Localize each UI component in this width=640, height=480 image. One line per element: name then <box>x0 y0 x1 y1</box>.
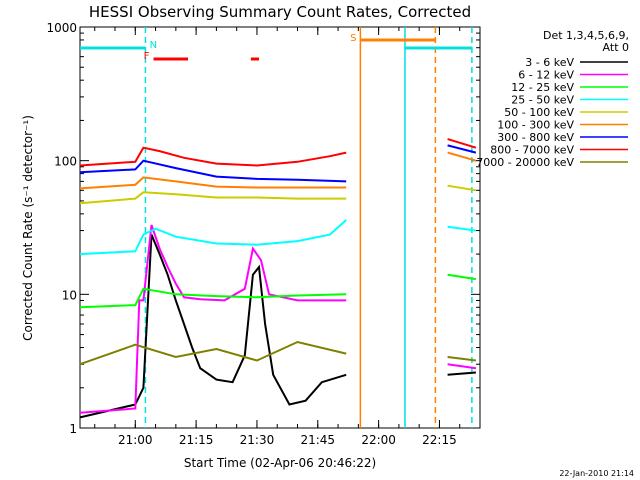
legend-title: Det 1,3,4,5,6,9, <box>543 29 629 42</box>
series-line <box>447 138 477 149</box>
series-line <box>79 191 347 205</box>
legend-entry-label: 800 - 7000 keV <box>490 144 574 157</box>
x-tick-label: 21:45 <box>300 433 335 447</box>
series-line <box>79 219 347 256</box>
legend-entry-label: 3 - 6 keV <box>525 56 574 69</box>
series-line <box>447 363 477 370</box>
series-line <box>447 144 477 154</box>
y-tick-label: 1 <box>69 422 77 436</box>
flag-label: S <box>350 33 356 44</box>
series-line <box>79 159 347 183</box>
plot-border <box>79 26 481 429</box>
x-tick-label: 21:30 <box>240 433 275 447</box>
legend-entry-label: 100 - 300 keV <box>497 119 574 132</box>
legend-entry-label: 7000 - 20000 keV <box>476 156 574 169</box>
legend-subtitle: Att 0 <box>603 41 629 54</box>
x-tick-label: 21:00 <box>118 433 153 447</box>
axis-ticks: 21:00 21:15 21:30 21:45 22:00 22:15 1 10 100 1000 <box>46 21 481 447</box>
series-line <box>447 273 477 281</box>
series-line <box>79 176 347 190</box>
y-tick-label: 10 <box>62 288 77 302</box>
y-tick-label: 1000 <box>46 21 77 35</box>
series-line <box>447 151 477 162</box>
series-line <box>79 146 347 167</box>
series-line <box>447 356 477 362</box>
legend-entry-label: 25 - 50 keV <box>511 94 574 107</box>
y-tick-label: 100 <box>54 155 77 169</box>
flag-markers: NF S <box>80 27 473 428</box>
series-line <box>79 234 347 419</box>
legend-entry-label: 12 - 25 keV <box>511 81 574 94</box>
legend-entry-label: 50 - 100 keV <box>504 106 574 119</box>
series-line <box>79 224 347 414</box>
x-tick-label: 21:15 <box>179 433 214 447</box>
legend-entry-label: 300 - 800 keV <box>497 131 574 144</box>
x-tick-label: 22:15 <box>422 433 457 447</box>
footer-timestamp: 22-Jan-2010 21:14 <box>559 469 634 478</box>
legend-entry-label: 6 - 12 keV <box>518 69 574 82</box>
series-line <box>447 184 477 192</box>
series-line <box>79 287 347 309</box>
series-line <box>447 225 477 232</box>
series-line <box>447 371 476 376</box>
x-tick-label: 22:00 <box>361 433 396 447</box>
chart-title: HESSI Observing Summary Count Rates, Cor… <box>89 3 471 21</box>
plot-frame <box>79 26 481 429</box>
flag-label: N <box>150 40 157 51</box>
flag-label: F <box>144 51 150 62</box>
series-line <box>79 340 347 366</box>
x-axis-label: Start Time (02-Apr-06 20:46:22) <box>184 456 376 470</box>
y-axis-label: Corrected Count Rate (s⁻¹ detector⁻¹) <box>21 115 35 341</box>
data-series <box>79 138 477 419</box>
